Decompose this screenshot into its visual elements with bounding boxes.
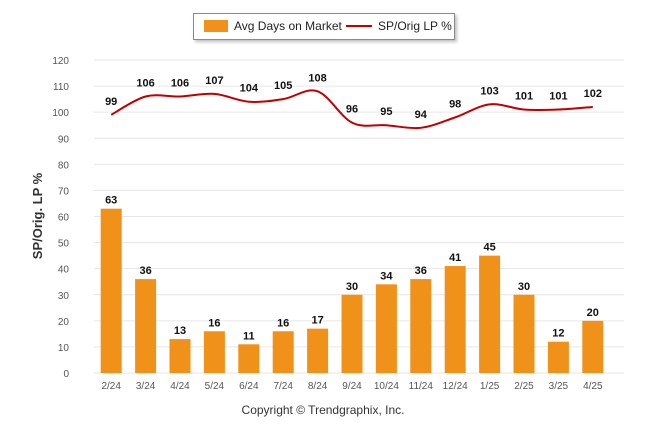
x-tick-label: 7/24 — [273, 381, 293, 392]
line-value-label: 101 — [515, 91, 533, 103]
bar-value-label: 12 — [552, 328, 564, 340]
bar-value-label: 11 — [243, 330, 255, 342]
bar-value-label: 63 — [105, 195, 117, 207]
bar-value-label: 34 — [380, 270, 393, 282]
legend-bar-label: Avg Days on Market — [234, 19, 342, 33]
bar — [100, 208, 122, 373]
x-tick-label: 10/24 — [374, 381, 399, 392]
line-value-label: 95 — [380, 106, 392, 118]
y-tick-label: 70 — [58, 186, 70, 197]
y-tick-label: 20 — [58, 317, 70, 328]
line-value-label: 101 — [549, 91, 567, 103]
gridlines — [94, 59, 624, 374]
line-value-label: 106 — [171, 78, 189, 90]
bar — [582, 320, 604, 373]
x-tick-label: 3/25 — [549, 381, 569, 392]
bar — [547, 341, 569, 373]
x-axis-ticks: 2/24 3/24 4/24 5/24 6/24 7/24 8/24 9/24 10/24 11/… — [101, 381, 603, 392]
legend-bar-swatch — [204, 20, 228, 32]
bar-value-label: 16 — [208, 317, 220, 329]
bar-value-label: 30 — [518, 281, 530, 293]
line-path — [110, 89, 593, 130]
x-tick-label: 1/25 — [480, 381, 500, 392]
legend-item-line[interactable]: SP/Orig LP % — [346, 19, 452, 33]
x-tick-label: 3/24 — [136, 381, 156, 392]
y-axis-label: SP/Orig. LP % — [30, 172, 45, 259]
bar-value-label: 36 — [139, 265, 151, 277]
bar — [307, 328, 329, 373]
line-value-label: 102 — [584, 88, 602, 100]
bar — [238, 344, 260, 373]
legend: Avg Days on Market SP/Orig LP % — [193, 13, 455, 40]
bar — [341, 294, 363, 373]
bar — [375, 284, 397, 373]
bars — [100, 208, 604, 373]
bar-value-label: 16 — [277, 317, 289, 329]
legend-line-label: SP/Orig LP % — [378, 19, 452, 33]
x-tick-label: 4/24 — [170, 381, 190, 392]
y-tick-label: 120 — [52, 56, 69, 67]
y-tick-label: 40 — [58, 265, 70, 276]
x-tick-label: 9/24 — [342, 381, 362, 392]
data-labels: 63 36 13 16 11 16 17 30 34 36 41 45 30 12 20 99 106 106 10… — [105, 72, 602, 342]
x-tick-label: 6/24 — [239, 381, 259, 392]
bar — [272, 331, 294, 373]
x-tick-label: 8/24 — [308, 381, 328, 392]
bar-value-label: 17 — [311, 315, 323, 327]
bar-value-label: 45 — [483, 242, 495, 254]
line-value-label: 107 — [205, 75, 223, 87]
line-value-label: 106 — [136, 78, 154, 90]
bar — [410, 279, 432, 373]
x-tick-label: 11/24 — [409, 381, 434, 392]
legend-item-bar[interactable]: Avg Days on Market — [204, 19, 342, 33]
x-tick-label: 4/25 — [583, 381, 603, 392]
line-value-label: 103 — [480, 85, 498, 97]
bar-value-label: 13 — [174, 325, 186, 337]
y-tick-label: 0 — [63, 369, 69, 380]
x-tick-label: 2/24 — [101, 381, 121, 392]
x-tick-label: 5/24 — [205, 381, 225, 392]
bar — [169, 339, 191, 373]
y-tick-label: 50 — [58, 239, 70, 250]
line-value-label: 98 — [449, 98, 461, 110]
line-value-label: 94 — [415, 109, 428, 121]
line-series — [110, 89, 593, 130]
x-tick-label: 2/25 — [514, 381, 534, 392]
legend-line-swatch — [346, 25, 372, 27]
bar — [135, 279, 157, 373]
bar — [444, 266, 466, 373]
copyright-footer: Copyright © Trendgraphix, Inc. — [241, 403, 405, 417]
bar — [479, 255, 501, 373]
y-tick-label: 60 — [58, 213, 70, 224]
line-value-label: 99 — [105, 96, 117, 108]
bar-value-label: 20 — [587, 307, 599, 319]
line-value-label: 105 — [274, 80, 292, 92]
y-tick-label: 80 — [58, 160, 70, 171]
y-tick-label: 30 — [58, 291, 70, 302]
y-tick-label: 100 — [52, 108, 69, 119]
y-axis-ticks: 0 10 20 30 40 50 60 70 80 90 100 110 120 — [52, 56, 69, 380]
y-tick-label: 10 — [58, 343, 70, 354]
line-value-label: 108 — [308, 72, 326, 84]
bar-value-label: 30 — [346, 281, 358, 293]
bar-value-label: 36 — [415, 265, 427, 277]
line-value-label: 96 — [346, 104, 358, 116]
bar — [513, 294, 535, 373]
y-tick-label: 110 — [53, 82, 69, 93]
bar — [203, 331, 225, 373]
bar-value-label: 41 — [449, 252, 461, 264]
line-value-label: 104 — [240, 83, 259, 95]
y-tick-label: 90 — [58, 134, 70, 145]
x-tick-label: 12/24 — [443, 381, 468, 392]
